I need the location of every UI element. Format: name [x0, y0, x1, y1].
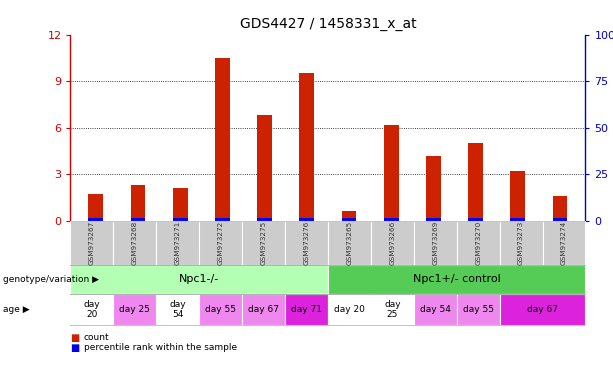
Text: GSM973271: GSM973271	[175, 221, 181, 265]
Text: day 55: day 55	[463, 305, 493, 314]
Bar	[341, 212, 356, 221]
Bar	[511, 218, 525, 221]
Bar	[173, 218, 188, 221]
Text: count: count	[84, 333, 110, 342]
Text: day 55: day 55	[205, 305, 236, 314]
Bar	[173, 188, 188, 221]
Text: GSM973273: GSM973273	[518, 221, 524, 265]
Text: day 67: day 67	[527, 305, 558, 314]
Bar	[468, 143, 483, 221]
Text: GSM973269: GSM973269	[432, 221, 438, 265]
Text: GSM973266: GSM973266	[389, 221, 395, 265]
Text: GSM973272: GSM973272	[218, 221, 224, 265]
Bar	[215, 218, 230, 221]
Bar	[426, 156, 441, 221]
Bar	[131, 185, 145, 221]
Text: Npc1+/- control: Npc1+/- control	[413, 274, 501, 285]
Text: age ▶: age ▶	[3, 305, 29, 314]
Text: ■: ■	[70, 343, 80, 353]
Title: GDS4427 / 1458331_x_at: GDS4427 / 1458331_x_at	[240, 17, 416, 31]
Text: day 71: day 71	[291, 305, 322, 314]
Bar	[88, 194, 103, 221]
Text: day 25: day 25	[120, 305, 150, 314]
Text: percentile rank within the sample: percentile rank within the sample	[84, 343, 237, 352]
Text: day
20: day 20	[83, 300, 101, 319]
Bar	[384, 124, 398, 221]
Bar	[511, 171, 525, 221]
Bar	[384, 218, 398, 221]
Text: day
54: day 54	[169, 300, 186, 319]
Text: day
25: day 25	[384, 300, 401, 319]
Text: GSM973270: GSM973270	[475, 221, 481, 265]
Text: ■: ■	[70, 333, 80, 343]
Text: GSM973276: GSM973276	[303, 221, 310, 265]
Text: day 54: day 54	[420, 305, 451, 314]
Bar	[131, 218, 145, 221]
Text: Npc1-/-: Npc1-/-	[179, 274, 219, 285]
Bar	[300, 218, 314, 221]
Bar	[88, 218, 103, 221]
Bar	[553, 196, 568, 221]
Text: day 20: day 20	[334, 305, 365, 314]
Text: GSM973265: GSM973265	[346, 221, 352, 265]
Bar	[257, 218, 272, 221]
Text: genotype/variation ▶: genotype/variation ▶	[3, 275, 99, 284]
Text: day 67: day 67	[248, 305, 279, 314]
Bar	[341, 218, 356, 221]
Bar	[553, 218, 568, 221]
Text: GSM973275: GSM973275	[261, 221, 267, 265]
Text: GSM973267: GSM973267	[89, 221, 95, 265]
Bar	[257, 115, 272, 221]
Bar	[215, 58, 230, 221]
Bar	[300, 73, 314, 221]
Bar	[426, 218, 441, 221]
Bar	[468, 218, 483, 221]
Text: GSM973268: GSM973268	[132, 221, 138, 265]
Text: GSM973274: GSM973274	[561, 221, 567, 265]
